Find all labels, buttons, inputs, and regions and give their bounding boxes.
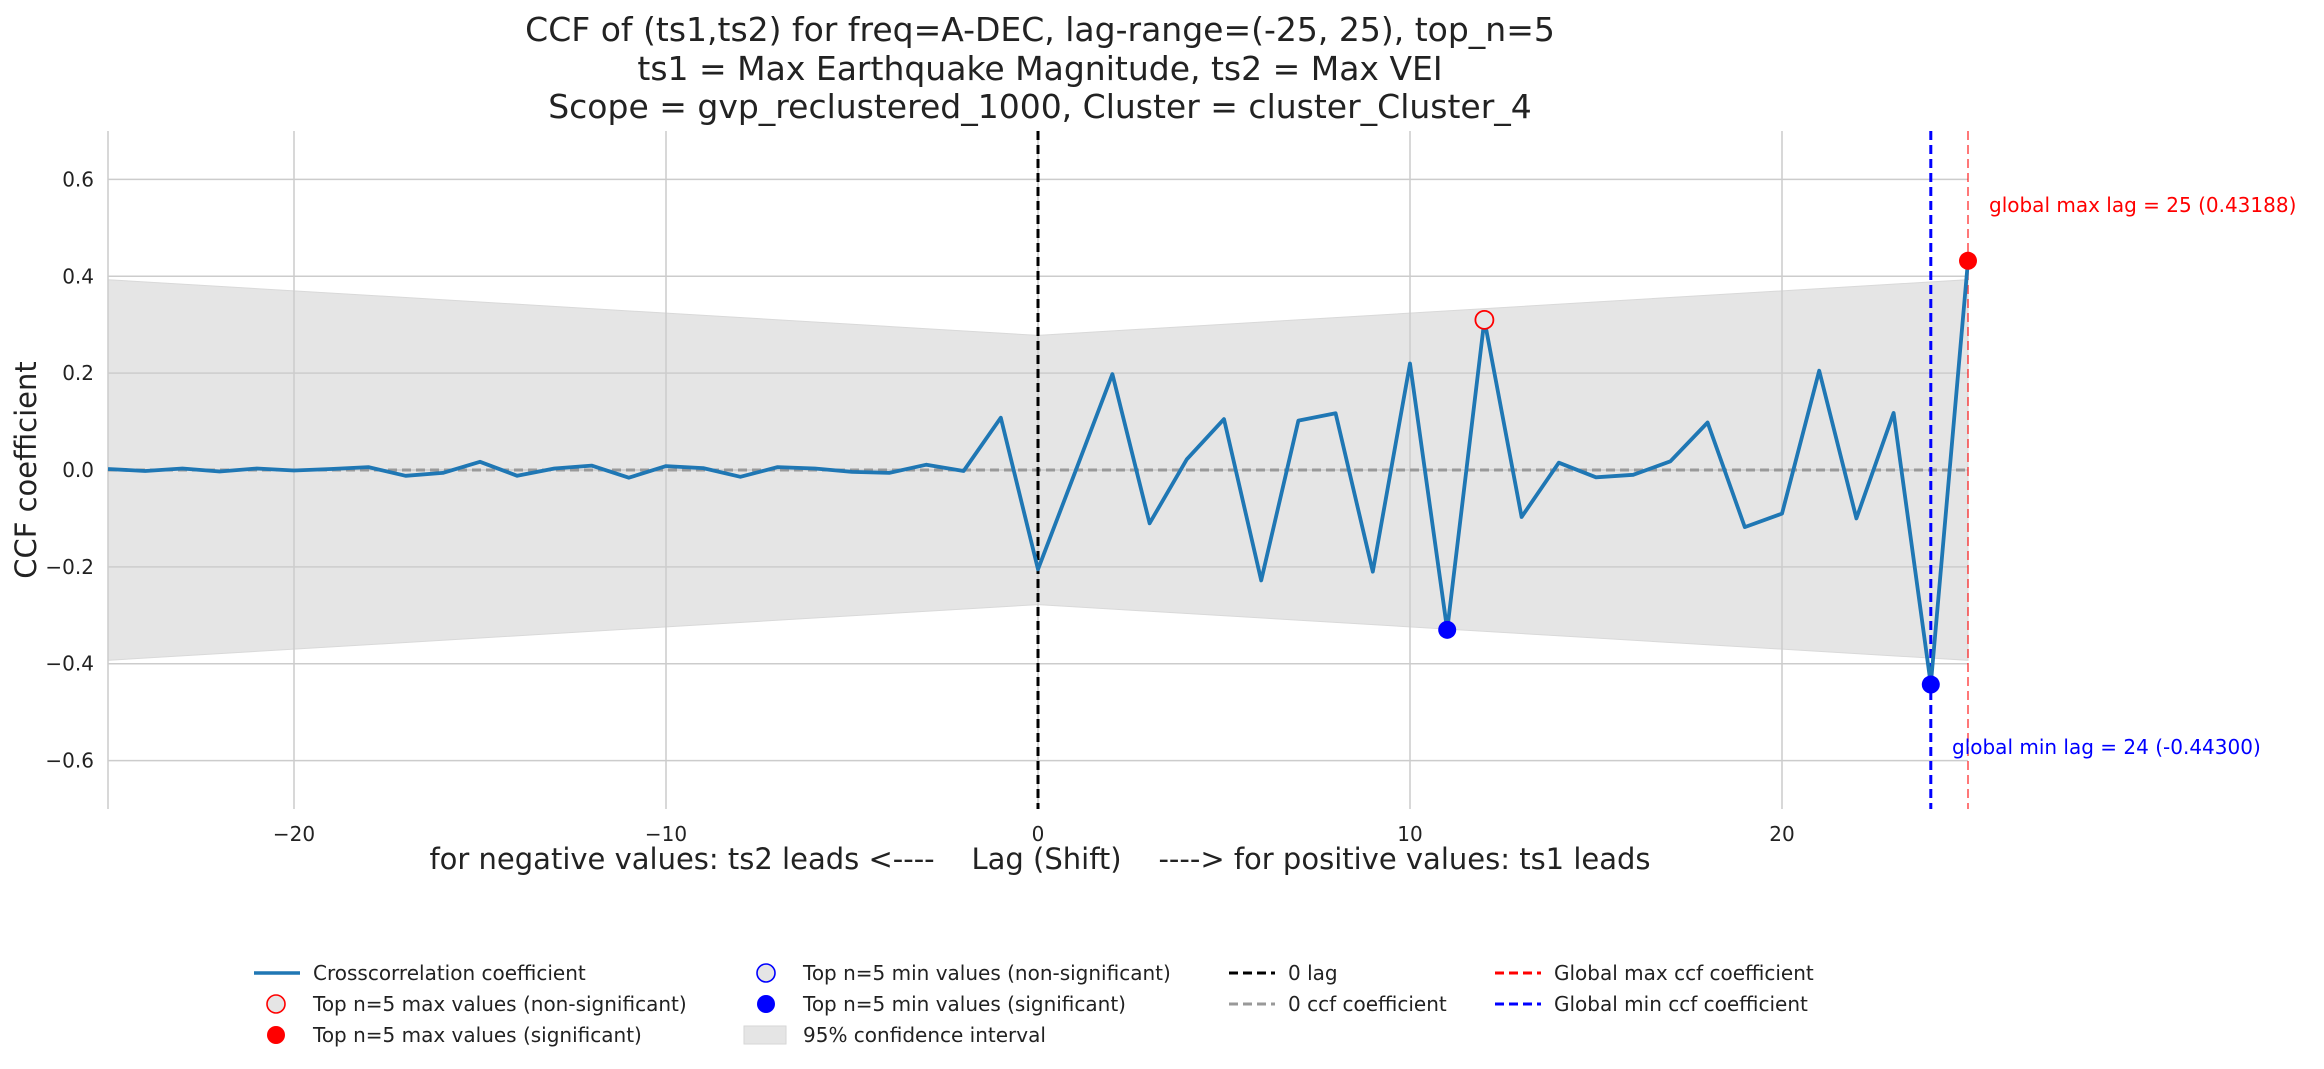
markers-layer [1438, 251, 1977, 694]
y-tick-label: −0.6 [45, 749, 94, 773]
plot-area [107, 131, 1977, 809]
legend-label: 0 lag [1288, 961, 1338, 985]
legend-label: Top n=5 min values (significant) [802, 992, 1126, 1016]
legend-swatch-marker [756, 963, 776, 983]
x-axis-label: for negative values: ts2 leads <---- Lag… [429, 842, 1650, 876]
legend-label: Global min ccf coefficient [1554, 992, 1808, 1016]
series-layer [107, 260, 1970, 687]
legend-label: Top n=5 max values (significant) [312, 1023, 642, 1047]
legend-item-top-min-nonsig: Top n=5 min values (non-significant) [756, 961, 1171, 985]
legend: Crosscorrelation coefficient Top n=5 max… [254, 961, 1814, 1047]
top-max-significant-point [1959, 251, 1977, 270]
global-min-annotation: global min lag = 24 (-0.44300) [1952, 735, 2261, 759]
legend-swatch-marker [266, 994, 286, 1014]
legend-label: Top n=5 max values (non-significant) [312, 992, 687, 1016]
title-line-2: ts1 = Max Earthquake Magnitude, ts2 = Ma… [637, 49, 1442, 88]
legend-item-zero-lag: 0 lag [1229, 961, 1338, 985]
legend-item-zero-ccf: 0 ccf coefficient [1229, 992, 1447, 1016]
legend-swatch-marker [757, 995, 775, 1013]
y-tick-label: 0.2 [62, 361, 94, 385]
legend-item-global-max: Global max ccf coefficient [1495, 961, 1814, 985]
y-tick-label: 0.6 [62, 167, 94, 191]
top-min-significant-point [1438, 620, 1457, 639]
legend-label: Global max ccf coefficient [1554, 961, 1814, 985]
tick-labels: −20 −10 0 10 20 −0.6 −0.4 −0.2 0.0 0.2 0.4 0.6 [45, 167, 1794, 846]
chart-title: CCF of (ts1,ts2) for freq=A-DEC, lag-ran… [525, 10, 1555, 126]
x-tick-label: 20 [1769, 822, 1794, 846]
top-max-nonsignificant-point [1474, 309, 1495, 330]
global-max-annotation: global max lag = 25 (0.43188) [1989, 193, 2296, 217]
y-tick-label: 0.4 [62, 264, 94, 288]
x-tick-label: −10 [645, 822, 687, 846]
reference-lines [108, 131, 1969, 809]
x-tick-label: −20 [273, 822, 315, 846]
y-axis-label: CCF coefficient [9, 361, 43, 579]
legend-label: 95% confidence interval [803, 1023, 1046, 1047]
title-line-3: Scope = gvp_reclustered_1000, Cluster = … [548, 87, 1532, 126]
x-tick-label: 0 [1032, 822, 1045, 846]
y-tick-label: −0.4 [45, 652, 94, 676]
legend-item-confidence-interval: 95% confidence interval [743, 1023, 1046, 1047]
y-tick-label: −0.2 [45, 555, 94, 579]
x-tick-label: 10 [1397, 822, 1422, 846]
ccf-series-line [107, 260, 1970, 687]
top-min-significant-point [1921, 675, 1940, 694]
legend-item-top-min-sig: Top n=5 min values (significant) [757, 992, 1126, 1016]
legend-label: Crosscorrelation coefficient [313, 961, 586, 985]
y-tick-label: 0.0 [62, 458, 94, 482]
legend-item-top-max-sig: Top n=5 max values (significant) [267, 1023, 642, 1047]
legend-item-crosscorrelation: Crosscorrelation coefficient [254, 961, 586, 985]
legend-label: Top n=5 min values (non-significant) [802, 961, 1171, 985]
legend-item-global-min: Global min ccf coefficient [1495, 992, 1808, 1016]
legend-swatch-marker [267, 1026, 285, 1044]
legend-label: 0 ccf coefficient [1288, 992, 1447, 1016]
legend-swatch-band [743, 1025, 787, 1045]
legend-item-top-max-nonsig: Top n=5 max values (non-significant) [266, 992, 687, 1016]
title-line-1: CCF of (ts1,ts2) for freq=A-DEC, lag-ran… [525, 10, 1555, 49]
